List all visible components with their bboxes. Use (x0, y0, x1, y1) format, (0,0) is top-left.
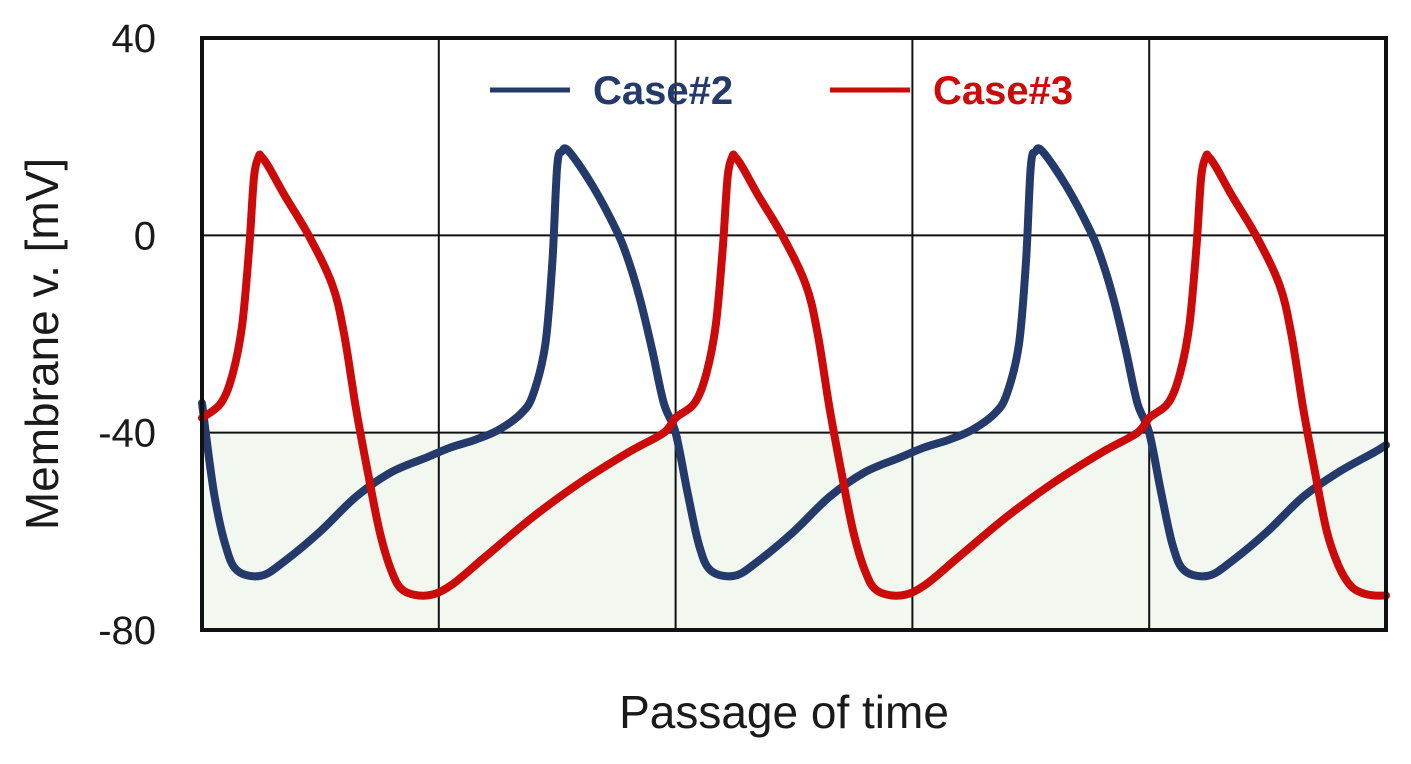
y-tick-labels: 40 0 -40 -80 (98, 17, 156, 653)
y-axis-label: Membrane v. [mV] (16, 158, 68, 530)
x-axis-label: Passage of time (619, 686, 949, 738)
legend-label: Case#2 (593, 69, 733, 113)
y-tick-label: -40 (98, 412, 156, 456)
series-line-case3 (198, 150, 1390, 600)
y-tick-label: 0 (134, 214, 156, 258)
y-tick-label: 40 (112, 17, 157, 61)
legend-label: Case#3 (933, 69, 1073, 113)
vertical-gridlines (437, 38, 1151, 630)
plot-frame (200, 36, 1388, 632)
series-layer (198, 144, 1390, 600)
series-line-case2 (198, 144, 1390, 581)
horizontal-gridlines (202, 234, 1386, 434)
y-tick-label: -80 (98, 609, 156, 653)
legend: Case#2 Case#3 (490, 69, 1073, 113)
